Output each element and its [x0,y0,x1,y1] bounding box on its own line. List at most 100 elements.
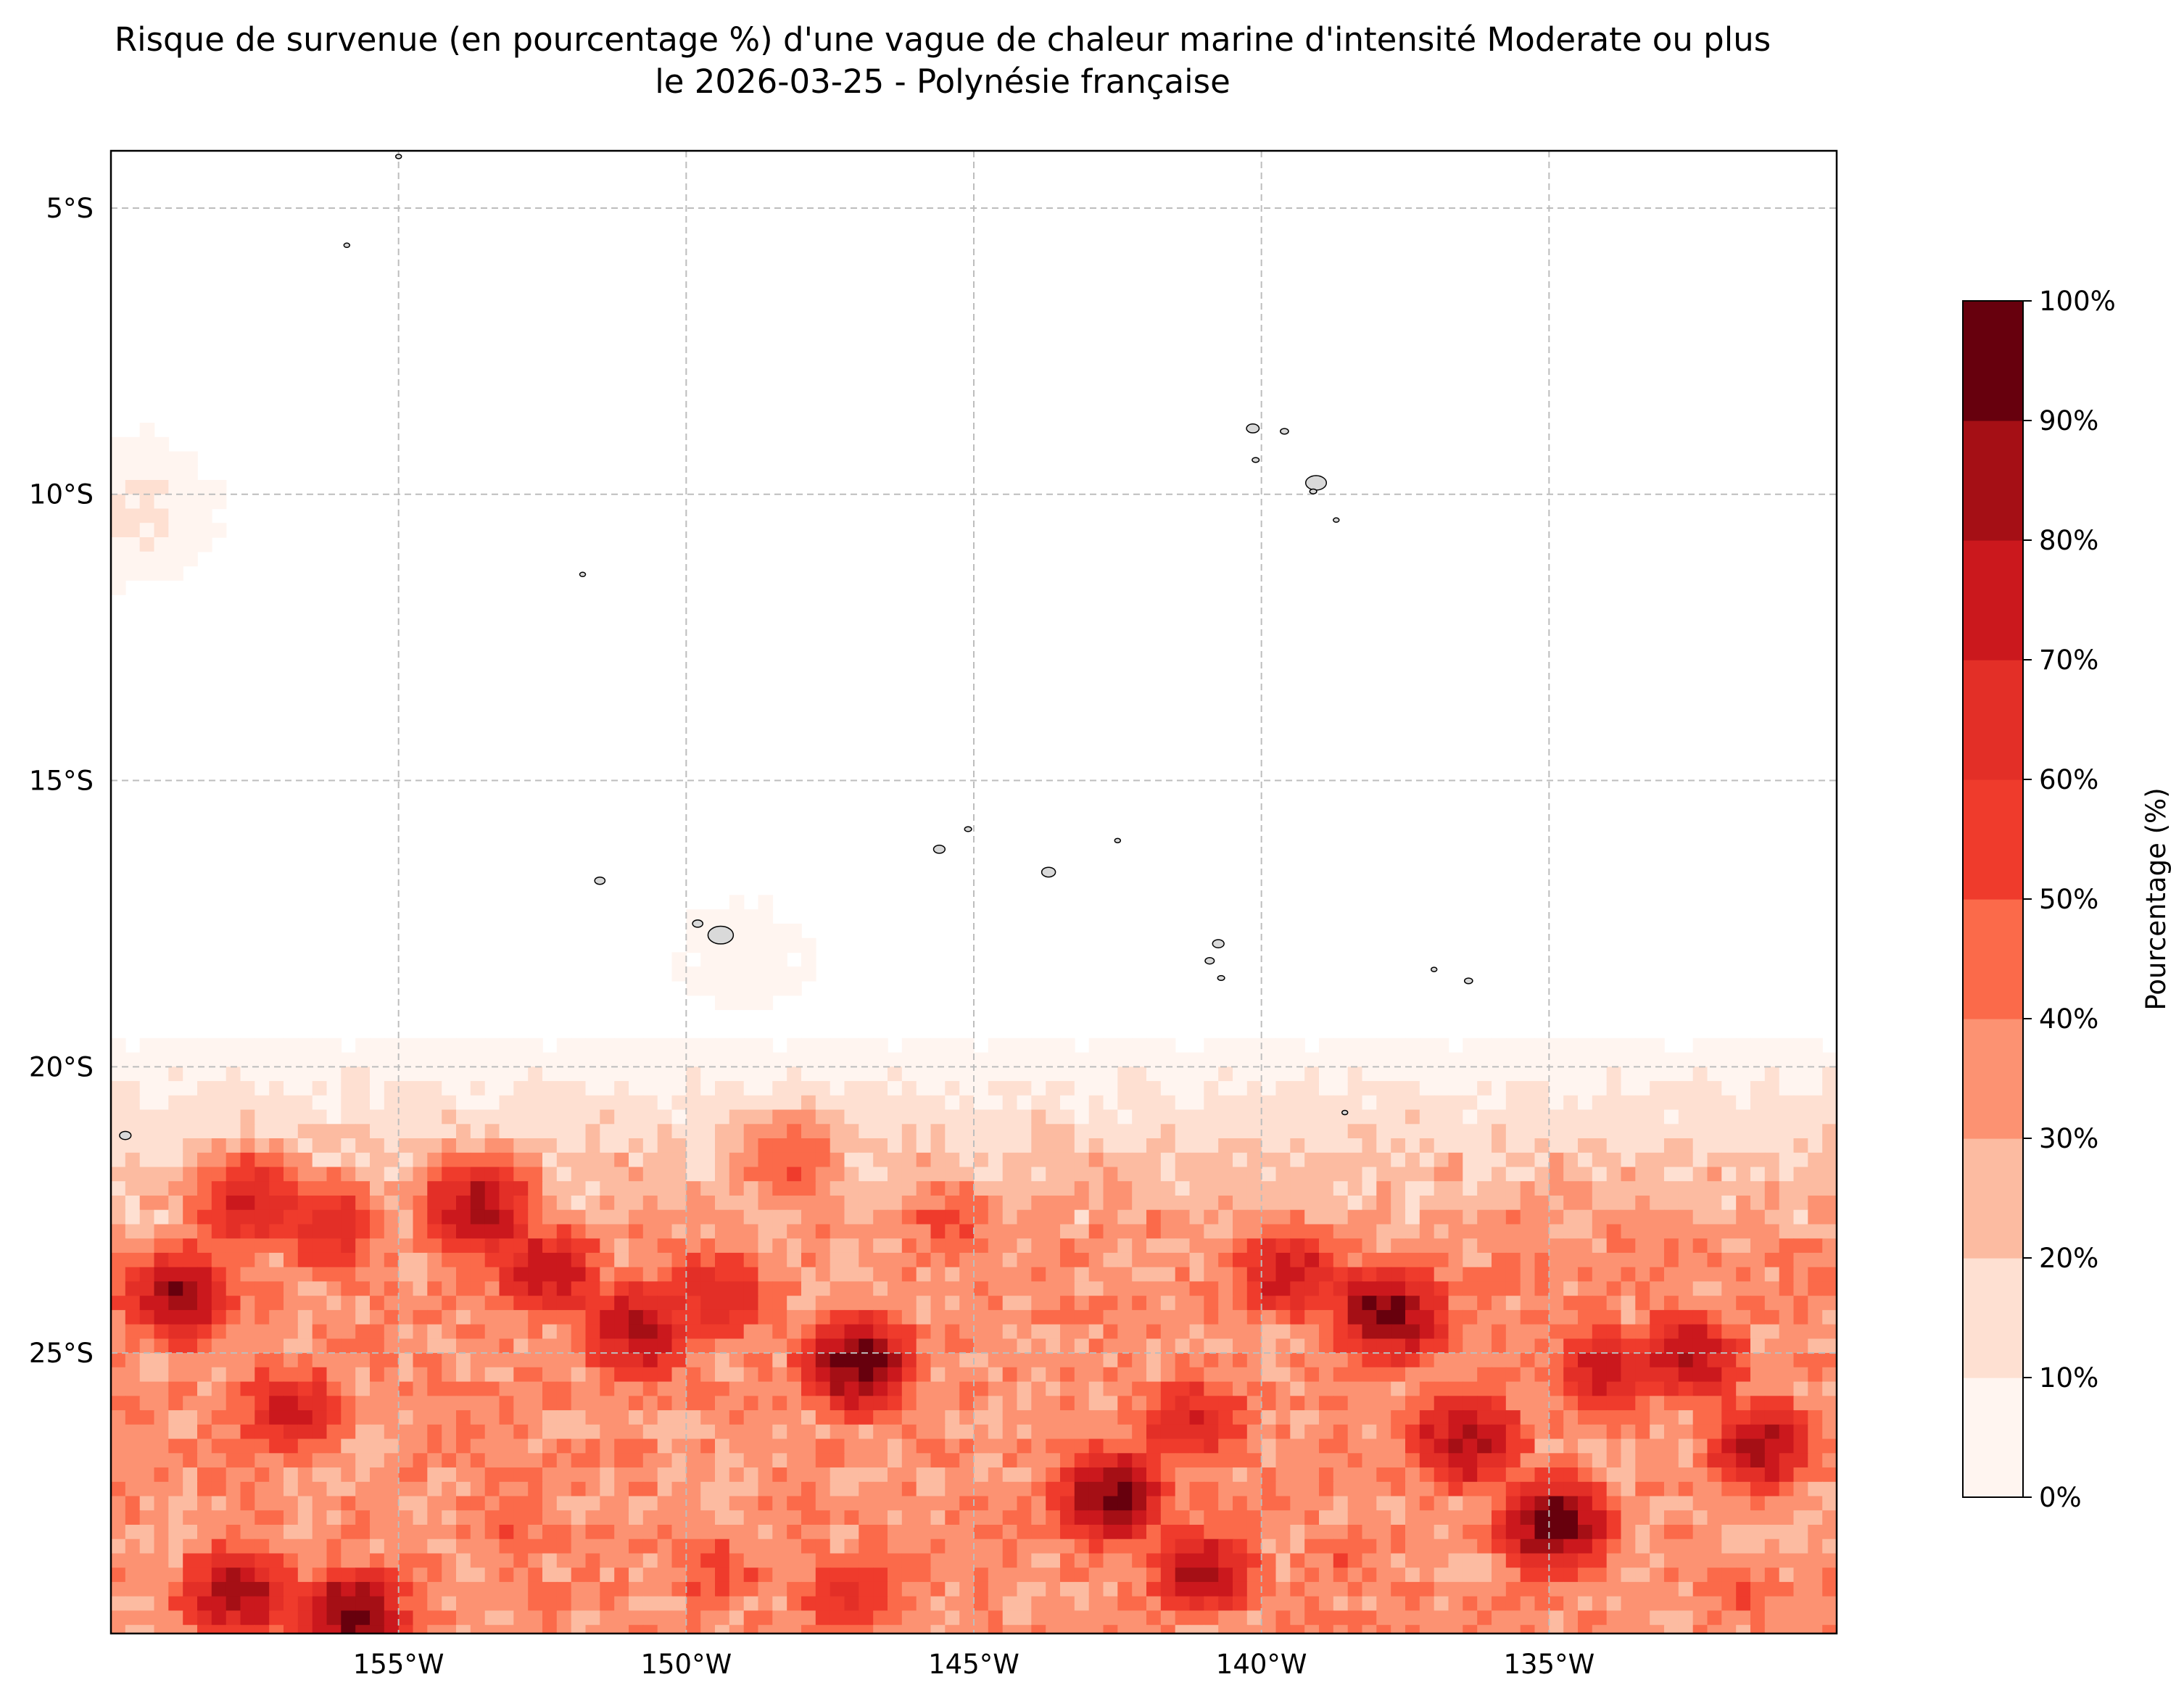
field-cell [671,1424,687,1440]
field-cell [456,1181,471,1196]
field-cell [1793,1124,1809,1139]
field-cell [700,1539,716,1554]
field-cell [1578,1209,1593,1225]
field-cell [671,1252,687,1268]
field-cell [1505,1238,1521,1254]
field-cell [154,1510,170,1525]
field-cell [988,1396,1004,1411]
field-cell [1664,1424,1679,1440]
field-cell [1621,1138,1637,1154]
field-cell [413,1568,429,1583]
field-cell [1592,1067,1608,1082]
field-cell [211,1196,227,1211]
field-cell [1204,1252,1219,1268]
field-cell [1707,1081,1723,1096]
field-cell [1160,1224,1176,1239]
field-cell [1606,1324,1622,1340]
field-cell [1160,1410,1176,1425]
field-cell [1060,1252,1075,1268]
field-cell [125,1181,141,1196]
field-cell [642,1181,658,1196]
field-cell [686,1353,701,1368]
field-cell [1650,1596,1665,1612]
field-cell [743,1467,759,1483]
field-cell [1505,1052,1521,1068]
field-cell [614,1410,629,1425]
field-cell [284,1209,299,1225]
field-cell [269,1167,284,1182]
field-cell [111,1152,126,1168]
field-cell [1002,1167,1018,1182]
field-cell [1218,1525,1233,1540]
field-cell [1031,1109,1046,1125]
field-cell [600,1324,615,1340]
field-cell [427,1496,442,1511]
field-cell [1405,1353,1420,1368]
field-cell [1448,1224,1464,1239]
field-cell [1017,1267,1033,1283]
field-cell [571,1539,587,1554]
field-cell [1664,1252,1679,1268]
field-cell [1117,1138,1133,1154]
field-cell [1505,1252,1521,1268]
field-cell [168,1095,183,1111]
field-cell [1275,1396,1291,1411]
field-cell [1088,1553,1104,1568]
field-cell [1492,1410,1507,1425]
field-cell [758,1467,774,1483]
field-cell [1578,1396,1593,1411]
field-cell [427,1152,442,1168]
field-cell [413,1209,429,1225]
field-cell [125,1252,141,1268]
field-cell [1275,1467,1291,1483]
field-cell [600,1224,615,1239]
field-cell [743,1067,759,1082]
field-cell [1664,1596,1679,1612]
field-cell [1779,1539,1795,1554]
field-cell [815,1367,831,1383]
field-cell [125,537,141,552]
field-cell [255,1224,270,1239]
field-cell [642,1496,658,1511]
field-cell [255,1067,270,1082]
field-cell [815,1296,831,1311]
field-cell [629,1481,644,1497]
field-cell [1233,1381,1248,1397]
field-cell [1621,1281,1637,1296]
field-cell [1764,1553,1780,1568]
field-cell [1074,1224,1090,1239]
field-cell [442,1581,457,1597]
field-cell [1088,1095,1104,1111]
field-cell [1592,1381,1608,1397]
field-cell [1391,1067,1406,1082]
field-cell [888,1453,903,1468]
field-cell [1376,1152,1391,1168]
field-cell [988,1109,1004,1125]
field-cell [442,1109,457,1125]
field-cell [1046,1067,1061,1082]
field-cell [974,1309,989,1325]
field-cell [427,1209,442,1225]
field-cell [1189,1095,1205,1111]
field-cell [1520,1095,1536,1111]
field-cell [355,1596,371,1612]
field-cell [700,1324,716,1340]
field-cell [1376,1138,1391,1154]
field-cell [1117,1496,1133,1511]
field-cell [1434,1338,1449,1354]
field-cell [211,1267,227,1283]
field-cell [571,1610,587,1626]
field-cell [111,1467,126,1483]
field-cell [873,1438,888,1454]
field-cell [629,1568,644,1583]
field-cell [1808,1209,1823,1225]
field-cell [585,1095,601,1111]
field-cell [700,1238,716,1254]
field-cell [1175,1510,1191,1525]
field-cell [1376,1381,1391,1397]
field-cell [1074,1553,1090,1568]
field-cell [125,1052,141,1068]
field-cell [240,1181,256,1196]
field-cell [226,1067,241,1082]
field-cell [1635,1381,1650,1397]
